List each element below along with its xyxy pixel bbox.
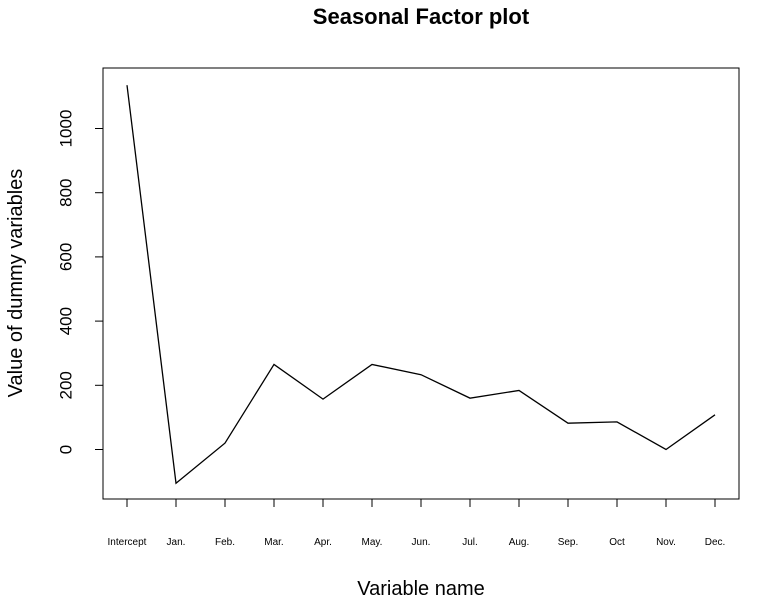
x-tick-label: Sep. <box>558 537 579 548</box>
x-tick-label: Mar. <box>264 537 283 548</box>
y-tick-label: 1000 <box>57 110 76 148</box>
x-tick-label: Intercept <box>108 537 147 548</box>
y-tick-label: 400 <box>57 307 76 335</box>
y-tick-label: 800 <box>57 179 76 207</box>
x-tick-label: Nov. <box>656 537 676 548</box>
x-tick-label: Dec. <box>705 537 726 548</box>
x-axis-label: Variable name <box>357 578 484 600</box>
chart-title: Seasonal Factor plot <box>313 4 530 29</box>
x-tick-label: Jan. <box>167 537 186 548</box>
x-tick-label: Feb. <box>215 537 235 548</box>
series-line <box>126 85 716 485</box>
x-tick-label: Jul. <box>462 537 478 548</box>
y-axis-label: Value of dummy variables <box>5 169 27 398</box>
x-tick-label: Jun. <box>412 537 431 548</box>
series-line-group <box>126 85 716 485</box>
x-axis: Intercept Jan. Feb. Mar. Apr. May. Jun. Jul. Aug… <box>108 498 726 548</box>
x-tick-label: Oct <box>609 537 625 548</box>
y-axis: 0 200 400 600 800 1000 <box>57 110 104 454</box>
y-tick-label: 200 <box>57 371 76 399</box>
x-tick-label: Aug. <box>509 537 530 548</box>
y-tick-label: 600 <box>57 243 76 271</box>
y-tick-label: 0 <box>57 445 76 454</box>
x-tick-label: May. <box>362 537 383 548</box>
plot-frame <box>102 67 740 500</box>
x-tick-label: Apr. <box>314 537 332 548</box>
